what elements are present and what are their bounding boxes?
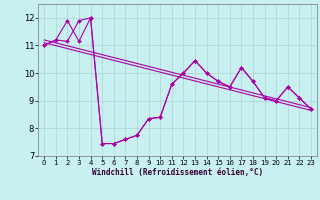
X-axis label: Windchill (Refroidissement éolien,°C): Windchill (Refroidissement éolien,°C) (92, 168, 263, 177)
